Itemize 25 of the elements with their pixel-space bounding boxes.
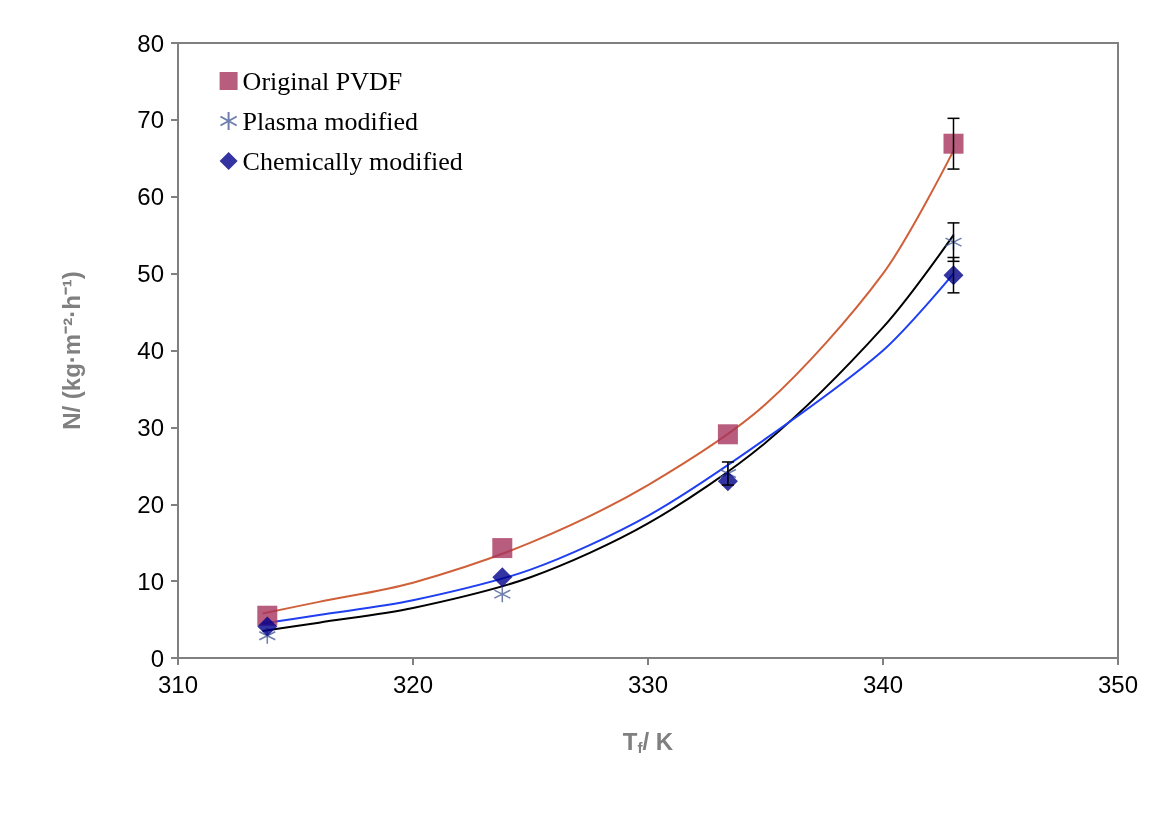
y-tick-label: 50 bbox=[137, 260, 164, 288]
x-tick-label: 320 bbox=[392, 670, 434, 698]
legend-label: Chemically modified bbox=[242, 146, 463, 176]
y-tick-label: 0 bbox=[150, 644, 164, 672]
y-tick-label: 30 bbox=[137, 413, 164, 441]
point bbox=[943, 265, 964, 286]
legend-label: Plasma modified bbox=[242, 106, 419, 136]
x-tick-label: 350 bbox=[1097, 670, 1139, 698]
y-tick-label: 10 bbox=[137, 567, 164, 595]
y-axis-title: N/ (kg·m⁻²·h⁻¹) bbox=[57, 271, 85, 430]
point bbox=[943, 133, 964, 154]
x-tick-label: 340 bbox=[862, 670, 904, 698]
y-tick-label: 60 bbox=[137, 183, 164, 211]
y-tick-label: 70 bbox=[137, 106, 164, 134]
point bbox=[492, 538, 513, 559]
x-tick-label: 330 bbox=[627, 670, 669, 698]
point bbox=[492, 567, 513, 588]
point bbox=[493, 585, 512, 603]
point bbox=[257, 616, 278, 637]
legend-label: Original PVDF bbox=[242, 66, 403, 96]
y-tick-label: 20 bbox=[137, 490, 164, 518]
y-tick-label: 80 bbox=[137, 29, 164, 57]
y-tick-label: 40 bbox=[137, 337, 164, 364]
point bbox=[717, 424, 738, 445]
x-tick-label: 310 bbox=[157, 670, 199, 698]
